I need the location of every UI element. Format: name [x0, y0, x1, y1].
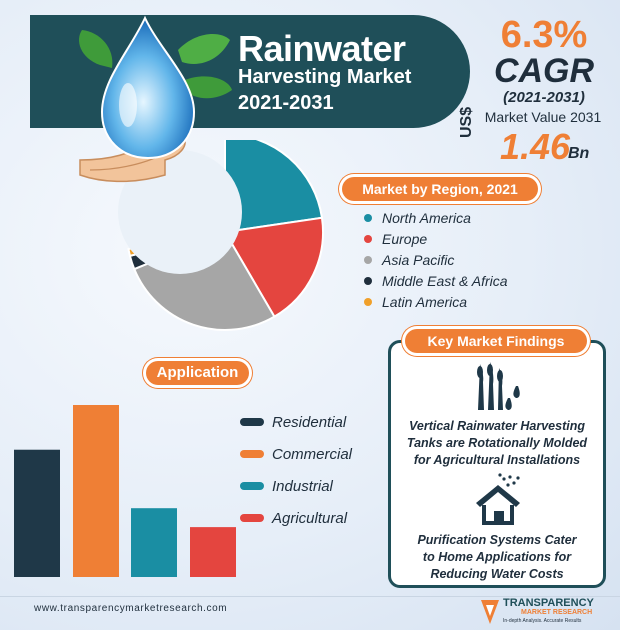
pie-hub: [118, 150, 242, 274]
cagr-percent: 6.3%: [500, 14, 588, 56]
application-legend-label: Agricultural: [272, 509, 348, 527]
application-legend-swatch: [240, 418, 264, 426]
market-value-label: Market Value 2031: [484, 109, 602, 125]
logo-subtitle: MARKET RESEARCH: [521, 609, 593, 616]
cagr-period: (2021-2031): [503, 89, 585, 106]
wheat-water-icon: [477, 362, 520, 410]
application-legend-swatch: [240, 514, 264, 522]
region-legend: North America Europe Asia Pacific Middle Ea…: [364, 207, 508, 312]
region-legend-label: Middle East & Africa: [382, 272, 508, 289]
region-legend-item: Middle East & Africa: [364, 270, 508, 291]
region-legend-label: Europe: [382, 230, 428, 247]
region-legend-dot: [364, 276, 372, 285]
footer-divider: [0, 596, 620, 597]
finding-1-line-2: Tanks are Rotationally Molded: [406, 436, 588, 450]
finding-2-line-3: Reducing Water Costs: [430, 567, 564, 581]
region-pie-chart: [118, 140, 324, 331]
title-line-3: 2021-2031: [238, 92, 334, 114]
region-legend-item: North America: [364, 207, 508, 228]
region-legend-item: Latin America: [364, 291, 508, 312]
cagr-label: CAGR: [493, 52, 595, 90]
finding-1-line-3: for Agricultural Installations: [413, 453, 581, 467]
finding-2-line-2: to Home Applications for: [422, 550, 572, 564]
region-title: Market by Region, 2021: [342, 177, 538, 201]
finding-2-line-1: Purification Systems Cater: [417, 533, 577, 547]
region-legend-dot: [364, 234, 372, 243]
application-legend-label: Commercial: [272, 445, 353, 463]
market-value-number: 1.46: [500, 126, 571, 167]
key-findings-box: [388, 340, 606, 588]
region-legend-item: Europe: [364, 228, 508, 249]
region-legend-dot: [364, 297, 372, 306]
region-legend-label: Asia Pacific: [382, 251, 455, 268]
logo-tagline: In-depth Analysis. Accurate Results: [503, 618, 582, 624]
key-findings-title: Key Market Findings: [405, 329, 587, 353]
region-legend-label: North America: [382, 209, 471, 226]
application-bar: [73, 405, 119, 577]
application-legend-label: Industrial: [272, 477, 333, 495]
application-legend-item: Industrial: [240, 470, 352, 502]
application-bar: [14, 449, 60, 577]
market-value-unit: Bn: [568, 145, 590, 162]
footer-url[interactable]: www.transparencymarketresearch.com: [34, 603, 228, 614]
application-bar: [190, 527, 236, 577]
application-legend-swatch: [240, 482, 264, 490]
application-legend: Residential Commercial Industrial Agricultu…: [240, 406, 352, 534]
title-line-2: Harvesting Market: [238, 66, 412, 88]
pie-slice: [223, 216, 324, 319]
region-legend-dot: [364, 255, 372, 264]
application-legend-item: Commercial: [240, 438, 352, 470]
application-bar-chart: [14, 405, 236, 577]
finding-1-text: Vertical Rainwater Harvesting Tanks are …: [391, 418, 603, 469]
application-legend-item: Agricultural: [240, 502, 352, 534]
company-logo-icon: [481, 600, 499, 624]
region-legend-dot: [364, 213, 372, 222]
market-value-currency: US$: [458, 106, 475, 138]
application-title: Application: [146, 361, 249, 385]
application-legend-swatch: [240, 450, 264, 458]
application-legend-label: Residential: [272, 413, 347, 431]
finding-2-text: Purification Systems Cater to Home Appli…: [391, 532, 603, 583]
region-legend-item: Asia Pacific: [364, 249, 508, 270]
pie-slice: [224, 140, 324, 234]
title-line-1: Rainwater: [238, 28, 406, 69]
region-legend-label: Latin America: [382, 293, 468, 310]
finding-1-line-1: Vertical Rainwater Harvesting: [409, 419, 585, 433]
application-legend-item: Residential: [240, 406, 352, 438]
water-drop-hand-icon: [79, 15, 232, 183]
application-bar: [131, 508, 177, 577]
house-rain-icon: [476, 473, 520, 525]
logo-name: TRANSPARENCY: [503, 597, 594, 609]
